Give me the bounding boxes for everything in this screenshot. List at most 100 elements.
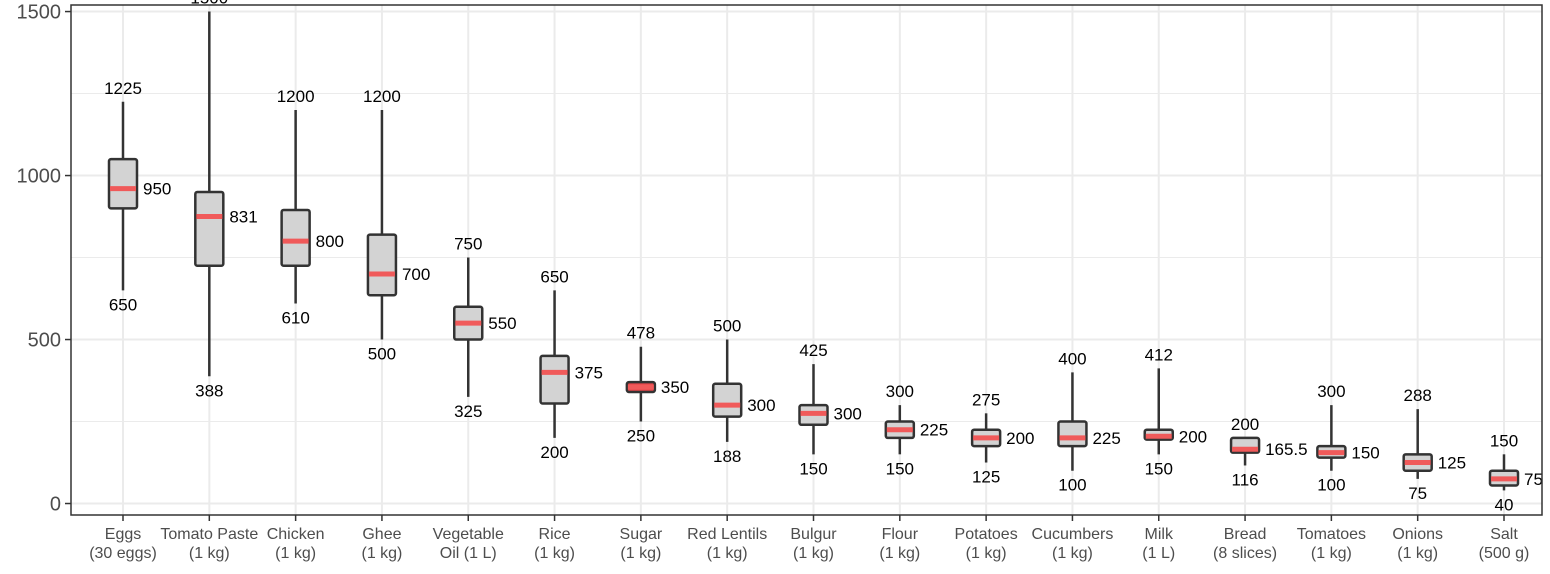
x-tick-unit: (1 kg) <box>1052 545 1093 562</box>
max-label: 300 <box>886 382 914 401</box>
min-label: 150 <box>886 459 914 478</box>
boxplot-tomato-paste <box>194 11 225 377</box>
box <box>539 354 570 405</box>
max-label: 300 <box>1317 382 1345 401</box>
x-tick-unit: (500 g) <box>1479 545 1530 562</box>
max-label: 412 <box>1145 345 1173 364</box>
x-tick-label: Bulgur <box>790 526 837 543</box>
median-label: 950 <box>143 180 171 199</box>
box <box>366 233 398 297</box>
median-label: 125 <box>1438 454 1466 473</box>
median-label: 225 <box>1092 429 1120 448</box>
min-label: 250 <box>627 427 655 446</box>
boxplot-salt <box>1488 454 1520 491</box>
median-label: 165.5 <box>1265 440 1308 459</box>
x-tick-unit: (1 kg) <box>1397 545 1438 562</box>
max-label: 478 <box>627 324 655 343</box>
x-tick-unit: (1 kg) <box>966 545 1007 562</box>
max-label: 200 <box>1231 415 1259 434</box>
max-label: 1200 <box>363 87 401 106</box>
boxplot-ghee <box>366 109 398 340</box>
x-tick-unit: (1 kg) <box>793 545 834 562</box>
min-label: 75 <box>1408 484 1427 503</box>
min-label: 650 <box>109 295 137 314</box>
median-label: 225 <box>920 421 948 440</box>
x-tick-unit: (1 kg) <box>534 545 575 562</box>
min-label: 100 <box>1058 476 1086 495</box>
max-label: 650 <box>540 267 568 286</box>
boxplot-red-lentils <box>711 339 743 442</box>
x-tick-label: Onions <box>1392 526 1443 543</box>
median-label: 150 <box>1351 444 1379 463</box>
boxplot-onions <box>1402 409 1433 479</box>
median-label: 800 <box>316 232 344 251</box>
median-label: 75 <box>1524 470 1543 489</box>
x-tick-unit: (8 slices) <box>1213 545 1277 562</box>
min-label: 200 <box>540 443 568 462</box>
x-tick-unit: (1 kg) <box>620 545 661 562</box>
max-label: 425 <box>799 341 827 360</box>
label-layer: 1225 650 950 1500 388 831 1200 610 800 1200 500 700… <box>104 0 1543 514</box>
max-label: 400 <box>1058 349 1086 368</box>
max-label: 150 <box>1490 431 1518 450</box>
x-tick-unit: (1 kg) <box>879 545 920 562</box>
boxplot-vegetable <box>453 257 484 397</box>
min-label: 116 <box>1232 470 1259 489</box>
boxplot-rice <box>539 290 570 438</box>
boxplot-milk <box>1143 368 1174 455</box>
boxplot-sugar <box>625 346 657 422</box>
box-layer <box>107 11 1520 491</box>
x-tick-unit: (1 kg) <box>1311 545 1352 562</box>
min-label: 500 <box>368 345 396 364</box>
box <box>107 157 139 210</box>
min-label: 325 <box>454 402 482 421</box>
max-label: 288 <box>1404 386 1432 405</box>
x-tick-unit: Oil (1 L) <box>440 545 497 562</box>
min-label: 388 <box>195 381 223 400</box>
x-tick-unit: (1 kg) <box>189 545 230 562</box>
x-tick-unit: (30 eggs) <box>89 545 157 562</box>
min-label: 100 <box>1317 476 1345 495</box>
x-tick-label: Vegetable <box>433 526 504 543</box>
x-tick-label: Eggs <box>105 526 141 543</box>
max-label: 750 <box>454 235 482 254</box>
y-tick-label: 1500 <box>17 2 62 24</box>
median-label: 375 <box>575 363 603 382</box>
x-tick-label: Cucumbers <box>1032 526 1114 543</box>
median-label: 350 <box>661 378 689 397</box>
median-label: 550 <box>488 314 516 333</box>
x-tick-label: Sugar <box>620 526 663 543</box>
x-tick-unit: (1 kg) <box>707 545 748 562</box>
boxplot-eggs <box>107 101 139 291</box>
boxplot-tomatoes <box>1316 405 1347 471</box>
max-label: 1500 <box>190 0 228 8</box>
x-tick-label: Ghee <box>362 526 401 543</box>
median-label: 300 <box>834 404 862 423</box>
x-tick-label: Tomatoes <box>1297 526 1366 543</box>
median-label: 300 <box>747 396 775 415</box>
median-label: 200 <box>1179 427 1207 446</box>
box <box>280 208 311 267</box>
x-tick-label: Salt <box>1490 526 1518 543</box>
max-label: 1225 <box>104 79 142 98</box>
y-tick-label: 500 <box>28 330 61 352</box>
box <box>194 190 225 267</box>
box <box>1057 420 1088 448</box>
min-label: 40 <box>1495 495 1514 514</box>
max-label: 275 <box>972 390 1000 409</box>
min-label: 188 <box>713 447 741 466</box>
x-tick-label: Potatoes <box>955 526 1018 543</box>
boxplot-bread <box>1229 436 1261 466</box>
x-tick-label: Flour <box>882 526 919 543</box>
x-tick-label: Rice <box>539 526 571 543</box>
x-tick-unit: (1 L) <box>1142 545 1175 562</box>
y-tick-label: 1000 <box>17 166 62 188</box>
plot-border <box>70 4 1543 516</box>
x-tick-label: Tomato Paste <box>160 526 258 543</box>
median-label: 700 <box>402 265 430 284</box>
y-tick-label: 0 <box>50 494 61 516</box>
boxplot-bulgur <box>798 364 829 455</box>
boxplot-flour <box>884 405 916 455</box>
